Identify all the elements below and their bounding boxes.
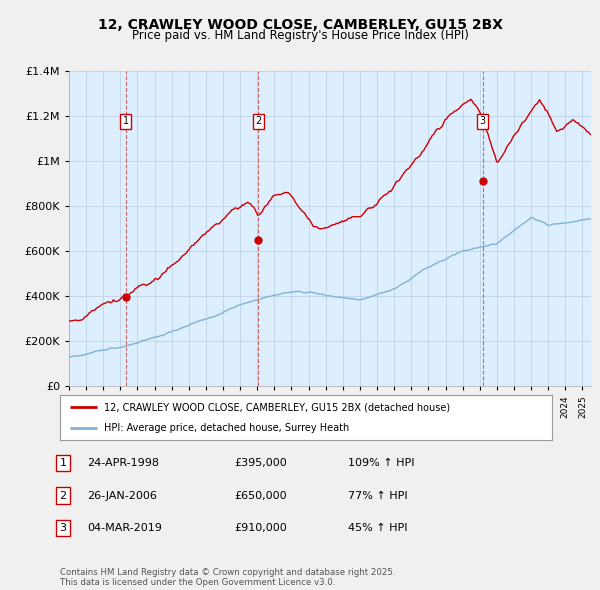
Text: 77% ↑ HPI: 77% ↑ HPI — [348, 491, 407, 500]
Text: 45% ↑ HPI: 45% ↑ HPI — [348, 523, 407, 533]
Text: 24-APR-1998: 24-APR-1998 — [87, 458, 159, 468]
Text: £650,000: £650,000 — [234, 491, 287, 500]
Text: 04-MAR-2019: 04-MAR-2019 — [87, 523, 162, 533]
Text: £910,000: £910,000 — [234, 523, 287, 533]
Text: 12, CRAWLEY WOOD CLOSE, CAMBERLEY, GU15 2BX (detached house): 12, CRAWLEY WOOD CLOSE, CAMBERLEY, GU15 … — [104, 402, 451, 412]
Text: 2: 2 — [256, 116, 262, 126]
Text: 109% ↑ HPI: 109% ↑ HPI — [348, 458, 415, 468]
Text: 2: 2 — [59, 491, 67, 500]
Text: Contains HM Land Registry data © Crown copyright and database right 2025.
This d: Contains HM Land Registry data © Crown c… — [60, 568, 395, 587]
Text: 3: 3 — [479, 116, 486, 126]
Text: 1: 1 — [59, 458, 67, 468]
Text: 3: 3 — [59, 523, 67, 533]
Text: 12, CRAWLEY WOOD CLOSE, CAMBERLEY, GU15 2BX: 12, CRAWLEY WOOD CLOSE, CAMBERLEY, GU15 … — [97, 18, 503, 32]
Text: 1: 1 — [122, 116, 129, 126]
Text: Price paid vs. HM Land Registry's House Price Index (HPI): Price paid vs. HM Land Registry's House … — [131, 30, 469, 42]
Text: £395,000: £395,000 — [234, 458, 287, 468]
Text: HPI: Average price, detached house, Surrey Heath: HPI: Average price, detached house, Surr… — [104, 422, 350, 432]
Text: 26-JAN-2006: 26-JAN-2006 — [87, 491, 157, 500]
